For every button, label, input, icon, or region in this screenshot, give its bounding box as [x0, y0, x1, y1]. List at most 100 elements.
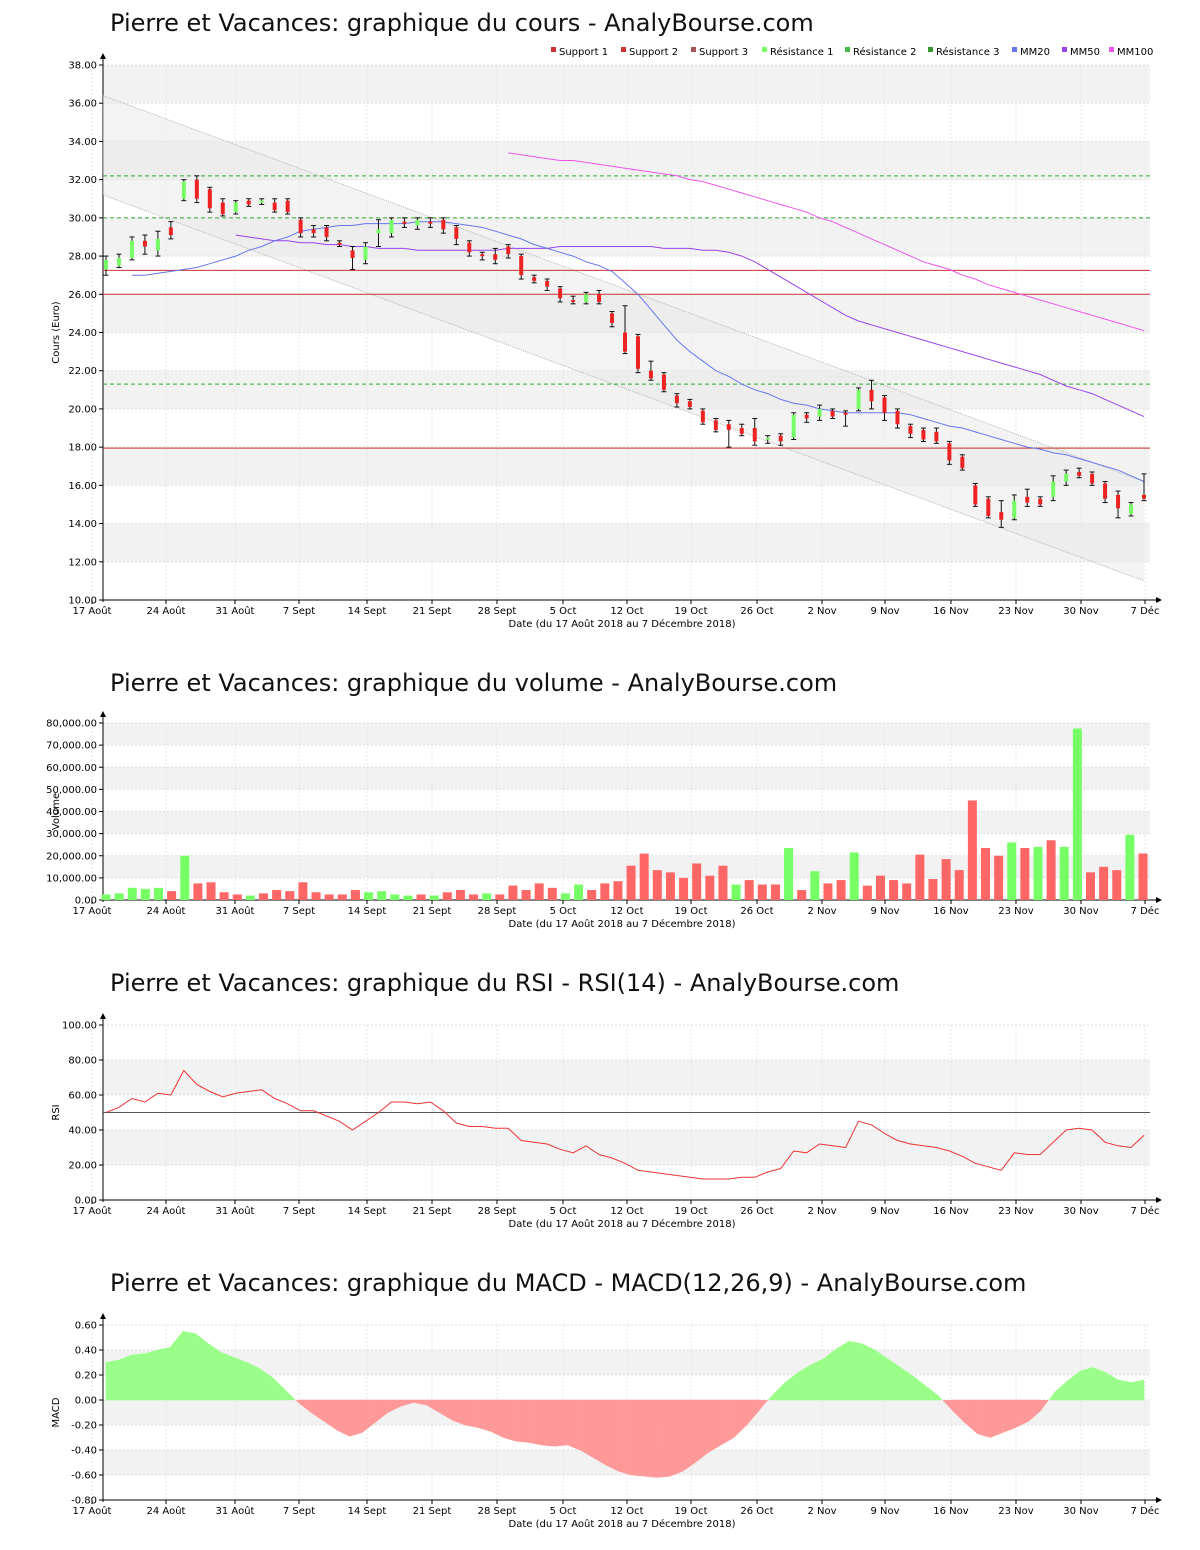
macd-area-segment [157, 1347, 171, 1401]
rsi-x-tick-label: 26 Oct [740, 1206, 773, 1217]
volume-x-tick-label: 23 Nov [998, 906, 1034, 917]
volume-bar [1033, 846, 1043, 900]
volume-bar [1007, 842, 1017, 900]
volume-bar [547, 887, 557, 900]
candle-body [363, 246, 368, 260]
volume-bar [245, 895, 255, 900]
legend-swatch [691, 47, 696, 52]
macd-area-segment [1066, 1370, 1081, 1401]
macd-area-segment [195, 1333, 209, 1401]
macd-y-tick-label: -0.80 [71, 1496, 97, 1507]
rsi-y-tick-label: 80.00 [68, 1056, 97, 1067]
volume-x-tick-label: 5 Oct [550, 906, 577, 917]
volume-bar [482, 893, 492, 900]
rsi-y-axis-label: RSI [51, 1104, 62, 1120]
macd-area-segment [861, 1343, 876, 1401]
legend-swatch [621, 47, 626, 52]
rsi-x-tick-label: 14 Sept [348, 1206, 387, 1217]
macd-y-tick-label: 0.60 [75, 1321, 97, 1332]
macd-y-tick-label: 0.40 [75, 1346, 97, 1357]
candle-body [1025, 496, 1030, 503]
rsi-x-axis-arrow [1156, 1197, 1162, 1203]
macd-area-segment [592, 1399, 607, 1466]
macd-area-segment [349, 1399, 363, 1437]
rsi-x-tick-label: 24 Août [147, 1205, 186, 1217]
volume-bar [167, 891, 177, 900]
candle-body [428, 221, 433, 224]
volume-bar [915, 854, 925, 900]
candle-body [623, 332, 627, 352]
macd-x-tick-label: 17 Août [73, 1505, 112, 1517]
legend-label: MM100 [1117, 47, 1153, 58]
candle-body [376, 229, 381, 234]
candle-body [129, 240, 134, 258]
volume-bar [127, 887, 137, 900]
macd-area-segment [272, 1376, 286, 1401]
macd-area-segment [295, 1400, 299, 1403]
volume-grid-band [103, 811, 1150, 834]
legend-label: Support 3 [699, 47, 748, 58]
macd-area-segment [942, 1400, 952, 1410]
macd-area-segment [1130, 1379, 1145, 1401]
candle-body [493, 254, 498, 260]
volume-chart-svg: 0.00 10,000.00 20,000.00 30,000.00 40,000.00… [46, 711, 1162, 930]
volume-bar [272, 890, 282, 900]
candle-body [272, 202, 277, 211]
price-y-tick-label: 10.00 [68, 596, 97, 607]
macd-x-axis-arrow [1156, 1497, 1162, 1503]
volume-grid-band [103, 855, 1150, 878]
macd-area-segment [1092, 1367, 1106, 1401]
macd-x-tick-label: 16 Nov [933, 1506, 969, 1517]
macd-chart-title: Pierre et Vacances: graphique du MACD - … [110, 1269, 1027, 1297]
price-x-tick-label: 21 Sept [413, 606, 452, 617]
macd-x-tick-label: 23 Nov [998, 1506, 1034, 1517]
price-x-tick-label: 19 Oct [674, 606, 707, 617]
price-x-axis-label: Date (du 17 Août 2018 au 7 Décembre 2018… [509, 618, 736, 630]
macd-area-segment [656, 1399, 671, 1478]
price-x-tick-label: 28 Sept [478, 606, 517, 617]
macd-y-tick-label: -0.20 [71, 1421, 97, 1432]
candle-body [661, 374, 666, 390]
price-x-tick-label: 30 Nov [1063, 606, 1099, 617]
candle-body [142, 240, 147, 247]
candle-body [402, 221, 407, 224]
macd-area-segment [503, 1399, 517, 1442]
volume-bar [429, 895, 439, 900]
volume-bar [114, 893, 124, 900]
volume-bar [849, 852, 859, 900]
candle-body [1103, 483, 1108, 499]
price-y-tick-label: 20.00 [68, 404, 97, 415]
legend-label: Résistance 1 [770, 46, 833, 58]
price-y-axis-arrow [100, 53, 106, 59]
macd-area-segment [669, 1399, 683, 1477]
legend-swatch [1109, 47, 1114, 52]
volume-bar [639, 853, 649, 900]
macd-x-tick-label: 28 Sept [478, 1506, 517, 1517]
volume-y-axis-label: Volume [51, 793, 62, 830]
candle-body [610, 313, 615, 323]
macd-area-segment [784, 1371, 799, 1401]
macd-area-segment [913, 1375, 927, 1401]
volume-bar [403, 895, 413, 900]
macd-area-segment [144, 1349, 158, 1401]
volume-bar [1072, 728, 1082, 900]
macd-area-segment [925, 1385, 940, 1401]
candle-body [584, 294, 589, 302]
candle-body [337, 242, 342, 245]
candle-body [804, 414, 809, 419]
macd-area-segment [1105, 1372, 1119, 1401]
candle-body [882, 397, 887, 413]
macd-area-segment [977, 1399, 991, 1438]
candle-body [311, 229, 316, 234]
price-y-axis-label: Cours (Euro) [51, 301, 62, 364]
legend-swatch [1012, 47, 1017, 52]
volume-bar [1125, 834, 1135, 900]
volume-grid-band [103, 767, 1150, 790]
macd-area-segment [541, 1399, 555, 1447]
volume-bar [140, 888, 150, 900]
macd-area-segment [759, 1400, 769, 1410]
volume-bar [757, 884, 767, 900]
macd-area-segment [490, 1399, 504, 1438]
macd-area-segment [464, 1399, 478, 1428]
legend-label: MM50 [1070, 47, 1100, 58]
